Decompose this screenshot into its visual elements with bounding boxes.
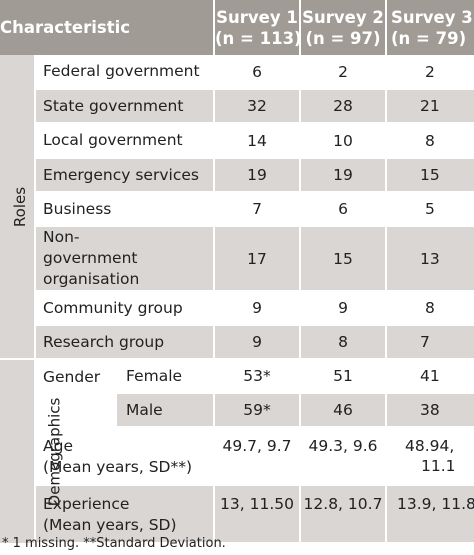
cell-value: 19 xyxy=(213,158,300,193)
cell-value: 8 xyxy=(385,123,474,159)
survey-3-n: (n = 79) xyxy=(391,28,467,48)
cell-value: 9 xyxy=(213,325,300,360)
survey-1-header: Survey 1 (n = 113) xyxy=(213,0,302,55)
demographics-group-label: Demographics xyxy=(45,397,64,506)
age-survey-3-line1: 48.94, xyxy=(405,437,455,455)
cell-value: 8 xyxy=(385,291,474,326)
age-label-line1: Age xyxy=(43,437,73,455)
table-row: Local government 14 10 8 xyxy=(0,123,474,159)
cell-value: 13, 11.50 xyxy=(213,485,300,544)
cell-value: 51 xyxy=(299,358,386,394)
demographics-group-cell: Demographics xyxy=(0,358,63,543)
cell-value: 12.8, 10.7 xyxy=(299,485,386,544)
cell-value: 28 xyxy=(299,89,386,124)
table-footnote: * 1 missing. **Standard Deviation. xyxy=(2,536,226,551)
experience-label-line1: Experience xyxy=(43,495,130,513)
cell-value: 7 xyxy=(213,192,300,227)
experience-label-line2: (Mean years, SD) xyxy=(43,516,177,534)
survey-2-header: Survey 2 (n = 97) xyxy=(299,0,386,55)
table-row: Demographics Gender Female 53* 51 41 xyxy=(0,358,474,543)
table-row: Community group 9 9 8 xyxy=(0,291,474,326)
table-row: Roles Federal government 6 2 2 xyxy=(0,55,474,360)
cell-value: 15 xyxy=(299,226,386,292)
roles-group-label: Roles xyxy=(11,186,30,227)
age-label-line2: (Mean years, SD**) xyxy=(43,458,193,476)
table-row: Experience (Mean years, SD) 13, 11.50 12… xyxy=(0,485,474,544)
survey-1-n: (n = 113) xyxy=(215,28,302,48)
cell-value: 46 xyxy=(299,393,386,428)
cell-value: 6 xyxy=(299,192,386,227)
roles-group-cell: Roles xyxy=(0,55,36,360)
header-row: Characteristic Survey 1 (n = 113) Survey… xyxy=(0,0,474,55)
row-label: Emergency services xyxy=(35,158,214,193)
row-label: Female xyxy=(115,358,214,394)
survey-3-header: Survey 3 (n = 79) xyxy=(385,0,474,55)
cell-value: 53* xyxy=(213,358,300,394)
row-label: Research group xyxy=(35,325,214,360)
row-label: Male xyxy=(115,393,214,428)
table-row: Business 7 6 5 xyxy=(0,192,474,227)
table-row: State government 32 28 21 xyxy=(0,89,474,124)
cell-value: 10 xyxy=(299,123,386,159)
table-row: Age (Mean years, SD**) 49.7, 9.7 49.3, 9… xyxy=(0,427,474,486)
row-label: Business xyxy=(35,192,214,227)
cell-value: 49.7, 9.7 xyxy=(213,427,300,486)
characteristic-header: Characteristic xyxy=(0,0,214,55)
gender-label: Gender xyxy=(35,358,116,428)
cell-value: 38 xyxy=(385,393,474,428)
cell-value: 21 xyxy=(385,89,474,124)
cell-value: 9 xyxy=(213,291,300,326)
cell-value: 9 xyxy=(299,291,386,326)
cell-value: 32 xyxy=(213,89,300,124)
cell-value: 14 xyxy=(213,123,300,159)
age-survey-3-line2: 11.1 xyxy=(421,457,456,475)
cell-value: 2 xyxy=(299,55,386,90)
survey-2-n: (n = 97) xyxy=(305,28,381,48)
cell-value: 8 xyxy=(299,325,386,360)
row-label: Non-government organisation xyxy=(35,226,214,292)
cell-value: 7 xyxy=(385,325,474,360)
survey-3-name: Survey 3 xyxy=(391,7,473,27)
row-label: Community group xyxy=(35,291,214,326)
table-row: Male 59* 46 38 xyxy=(0,393,474,428)
cell-value: 13.9, 11.8 xyxy=(385,485,474,544)
cell-value: 6 xyxy=(213,55,300,90)
age-label: Age (Mean years, SD**) xyxy=(35,427,214,486)
cell-value: 17 xyxy=(213,226,300,292)
cell-value: 49.3, 9.6 xyxy=(299,427,386,486)
row-label: State government xyxy=(35,89,214,124)
table-row: Emergency services 19 19 15 xyxy=(0,158,474,193)
survey-2-name: Survey 2 xyxy=(302,7,384,27)
cell-value: 13 xyxy=(385,226,474,292)
cell-value: 59* xyxy=(213,393,300,428)
cell-value: 5 xyxy=(385,192,474,227)
cell-value: 48.94, 11.1 xyxy=(385,427,474,486)
cell-value: 2 xyxy=(385,55,474,90)
table-row: Research group 9 8 7 xyxy=(0,325,474,360)
cell-value: 15 xyxy=(385,158,474,193)
experience-label: Experience (Mean years, SD) xyxy=(35,485,214,544)
cell-value: 19 xyxy=(299,158,386,193)
table-row: Non-government organisation 17 15 13 xyxy=(0,226,474,292)
row-label: Local government xyxy=(35,123,214,159)
row-label: Federal government xyxy=(35,55,214,90)
cell-value: 41 xyxy=(385,358,474,394)
survey-1-name: Survey 1 xyxy=(216,7,298,27)
